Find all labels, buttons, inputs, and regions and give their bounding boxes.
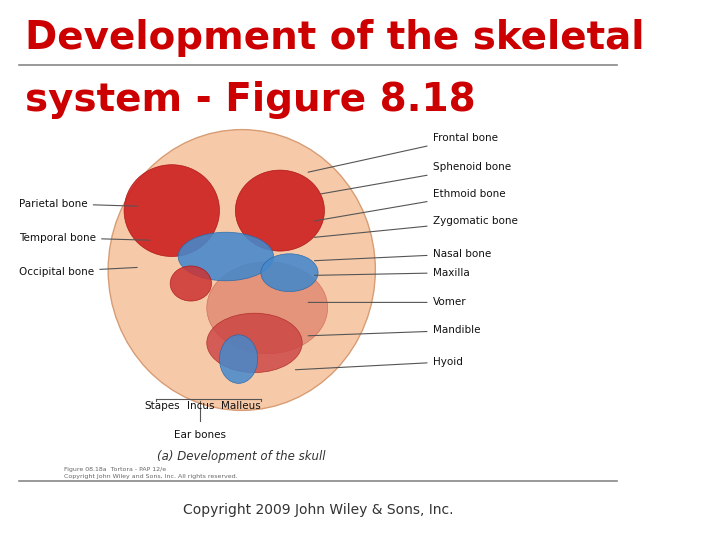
Text: Maxilla: Maxilla	[315, 268, 469, 278]
Ellipse shape	[207, 262, 328, 354]
Ellipse shape	[261, 254, 318, 292]
Ellipse shape	[220, 335, 258, 383]
Text: Sphenoid bone: Sphenoid bone	[321, 163, 510, 194]
Text: Zygomatic bone: Zygomatic bone	[315, 217, 518, 237]
Ellipse shape	[207, 313, 302, 373]
Text: Figure 08.18a  Tortora - PAP 12/e: Figure 08.18a Tortora - PAP 12/e	[63, 467, 166, 472]
Text: Hyoid: Hyoid	[295, 357, 462, 370]
Text: Occipital bone: Occipital bone	[19, 267, 138, 276]
Text: Temporal bone: Temporal bone	[19, 233, 150, 242]
Text: Ear bones: Ear bones	[174, 430, 226, 440]
Ellipse shape	[178, 232, 274, 281]
Text: Stapes: Stapes	[145, 401, 180, 411]
Ellipse shape	[108, 130, 375, 410]
Text: Nasal bone: Nasal bone	[315, 249, 491, 261]
Text: Parietal bone: Parietal bone	[19, 199, 138, 208]
Ellipse shape	[170, 266, 212, 301]
Text: Vomer: Vomer	[308, 298, 467, 307]
Ellipse shape	[124, 165, 220, 256]
Text: Ethmoid bone: Ethmoid bone	[315, 190, 505, 221]
Text: Malleus: Malleus	[220, 401, 261, 411]
Text: Copyright 2009 John Wiley & Sons, Inc.: Copyright 2009 John Wiley & Sons, Inc.	[183, 503, 454, 517]
Text: system - Figure 8.18: system - Figure 8.18	[25, 81, 476, 119]
Text: Copyright John Wiley and Sons, Inc. All rights reserved.: Copyright John Wiley and Sons, Inc. All …	[63, 474, 238, 479]
Text: (a) Development of the skull: (a) Development of the skull	[158, 450, 326, 463]
Text: Development of the skeletal: Development of the skeletal	[25, 19, 645, 57]
Ellipse shape	[235, 170, 325, 251]
Text: Frontal bone: Frontal bone	[308, 133, 498, 172]
Text: Incus: Incus	[186, 401, 214, 411]
Text: Mandible: Mandible	[308, 326, 480, 336]
